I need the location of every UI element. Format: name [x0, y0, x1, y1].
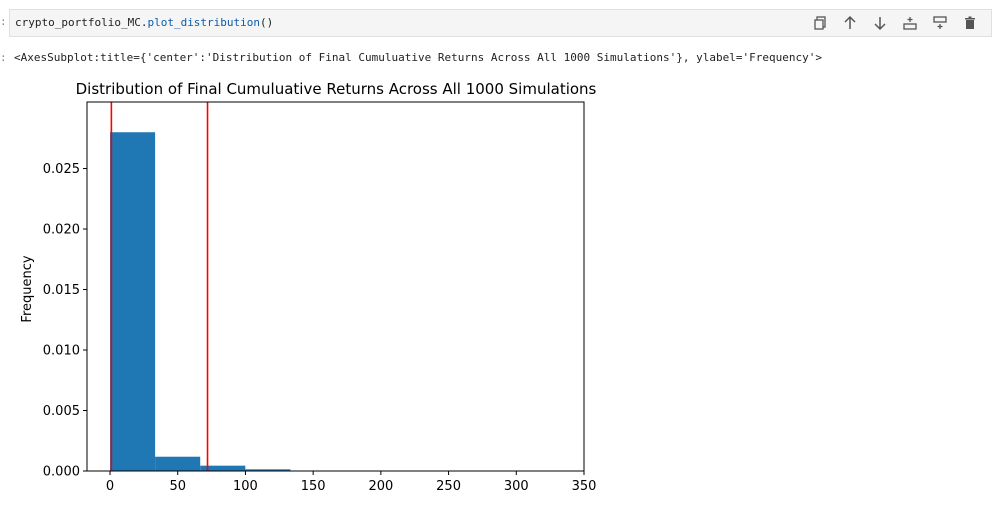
delete-cell-button[interactable] [957, 13, 983, 33]
x-tick-label: 0 [106, 479, 114, 494]
x-tick-label: 50 [169, 479, 186, 494]
y-tick-label: 0.005 [43, 404, 80, 419]
output-repr: <AxesSubplot:title={'center':'Distributi… [14, 51, 822, 64]
insert-above-button[interactable] [897, 13, 923, 33]
insert-above-icon [903, 17, 917, 30]
insert-below-button[interactable] [927, 13, 953, 33]
copy-icon [814, 16, 826, 30]
code-suffix: () [260, 16, 274, 29]
code-object: crypto_portfolio_MC. [15, 16, 148, 29]
x-tick-label: 200 [368, 479, 393, 494]
x-tick-label: 300 [504, 479, 529, 494]
trash-icon [965, 16, 975, 29]
y-tick-label: 0.000 [43, 465, 80, 480]
move-down-button[interactable] [867, 13, 893, 33]
code-line[interactable]: crypto_portfolio_MC.plot_distribution() [15, 16, 273, 29]
input-prompt: : [0, 15, 7, 28]
arrow-down-icon [874, 17, 886, 31]
y-tick-label: 0.020 [43, 223, 80, 238]
histogram-bar [155, 456, 201, 471]
x-tick-label: 250 [436, 479, 461, 494]
x-tick-label: 150 [301, 479, 326, 494]
x-tick-label: 350 [572, 479, 597, 494]
x-tick-label: 100 [233, 479, 258, 494]
y-axis-label: Frequency [20, 255, 35, 322]
arrow-up-icon [844, 15, 856, 29]
copy-cell-button[interactable] [807, 13, 833, 33]
insert-below-icon [933, 16, 947, 29]
histogram-bar [245, 469, 291, 471]
cell-toolbar [807, 13, 983, 33]
y-tick-label: 0.025 [43, 162, 80, 177]
histogram-bar [110, 132, 156, 471]
move-up-button[interactable] [837, 13, 863, 33]
y-tick-label: 0.010 [43, 344, 80, 359]
chart-title: Distribution of Final Cumuluative Return… [76, 80, 597, 98]
code-cell[interactable]: crypto_portfolio_MC.plot_distribution() [9, 9, 992, 37]
histogram-chart: Distribution of Final Cumuluative Return… [20, 80, 597, 494]
code-method: plot_distribution [147, 16, 261, 29]
output-prompt: : [0, 51, 7, 64]
y-tick-label: 0.015 [43, 283, 80, 298]
plot-frame [86, 101, 585, 472]
histogram-bar [200, 465, 246, 471]
